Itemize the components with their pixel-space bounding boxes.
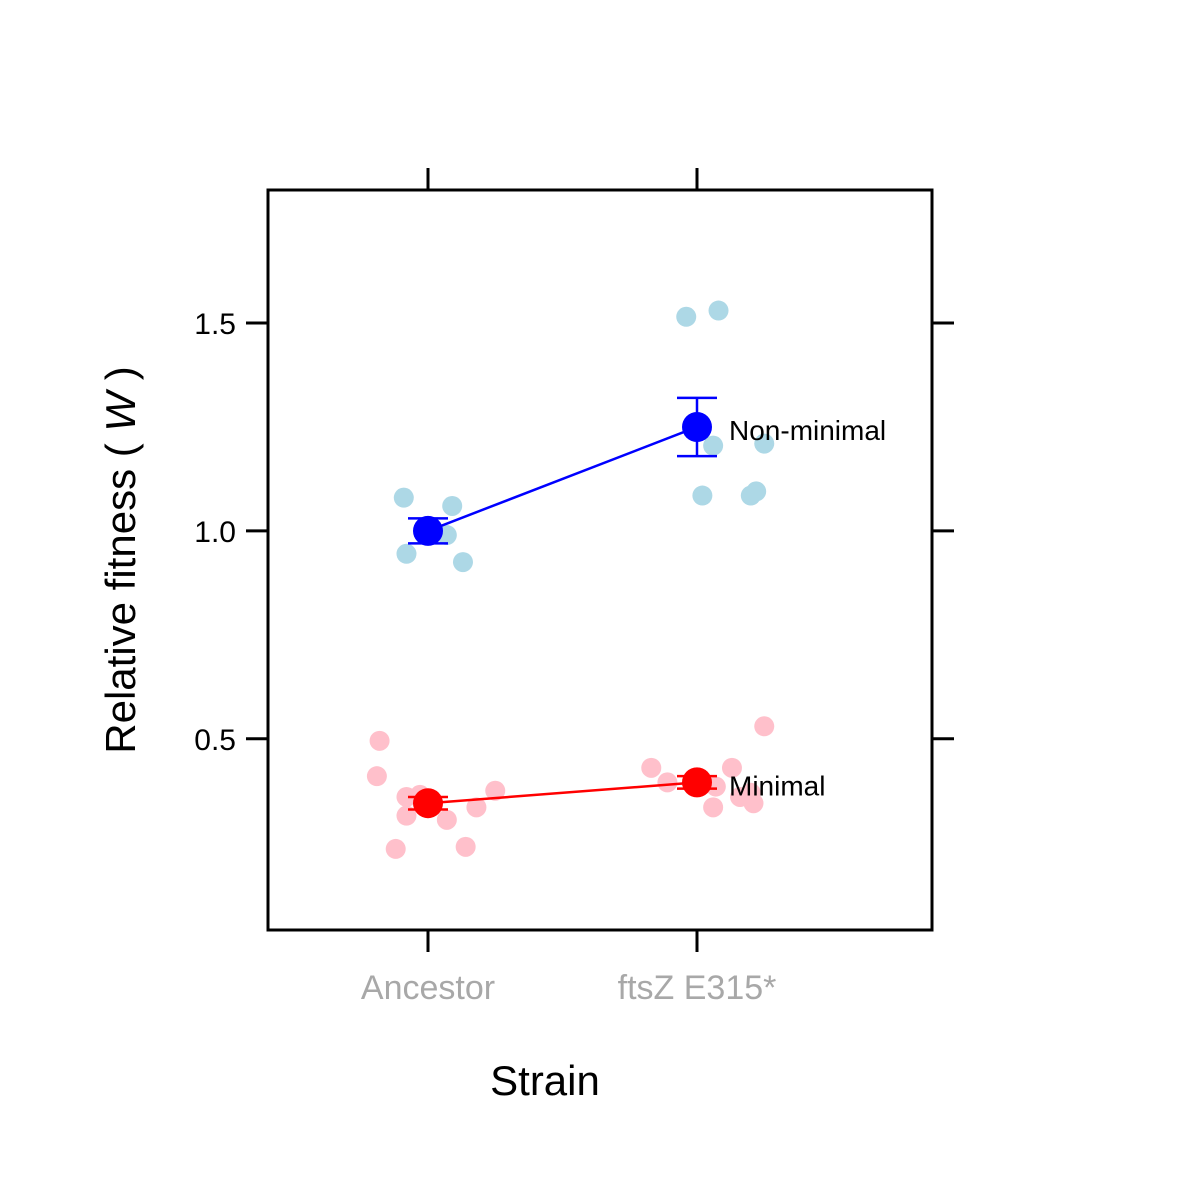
raw-point xyxy=(485,780,506,801)
raw-point xyxy=(703,435,724,456)
y-axis-title-symbol: W xyxy=(97,389,144,432)
raw-point xyxy=(754,716,775,737)
raw-point xyxy=(692,485,713,506)
raw-point xyxy=(708,300,729,321)
raw-point xyxy=(366,766,387,787)
y-tick-label: 0.5 xyxy=(194,724,236,757)
labels: Ancestor ftsZ E315* 0.5 1.0 1.5 Non-minimal Mi… xyxy=(194,308,886,1007)
axis-ticks xyxy=(246,168,954,952)
raw-point xyxy=(396,543,417,564)
raw-point xyxy=(754,433,775,454)
mean-points xyxy=(413,411,712,819)
raw-point xyxy=(641,757,662,778)
x-tick-label: Ancestor xyxy=(361,969,495,1007)
plot-frame xyxy=(266,188,934,932)
raw-point xyxy=(455,836,476,857)
mean-point xyxy=(413,788,443,819)
y-axis-title: Relative fitness ( W ) xyxy=(97,366,144,753)
raw-point xyxy=(746,481,767,502)
raw-point xyxy=(442,495,463,516)
series-line xyxy=(427,781,698,805)
series-label: Minimal xyxy=(729,770,825,801)
y-tick-label: 1.0 xyxy=(194,516,236,549)
series-label: Non-minimal xyxy=(729,415,886,446)
mean-point xyxy=(682,767,712,798)
raw-point xyxy=(369,730,390,751)
y-axis-title-suffix: ) xyxy=(97,366,144,392)
error-bars xyxy=(408,396,717,811)
raw-point xyxy=(436,809,457,830)
raw-point xyxy=(452,552,473,573)
raw-point xyxy=(393,487,414,508)
x-axis-title: Strain xyxy=(490,1057,600,1104)
y-tick-label: 1.5 xyxy=(194,308,236,341)
raw-point xyxy=(703,797,724,818)
y-axis-title-prefix: Relative fitness ( xyxy=(97,432,144,754)
raw-point xyxy=(721,757,742,778)
raw-point xyxy=(676,306,697,327)
series-line xyxy=(427,425,698,533)
mean-point xyxy=(413,515,443,546)
raw-point xyxy=(743,793,764,814)
raw-point xyxy=(657,772,678,793)
mean-point xyxy=(682,411,712,442)
raw-point xyxy=(466,797,487,818)
x-tick-label: ftsZ E315* xyxy=(618,969,777,1007)
series-lines xyxy=(427,425,698,805)
raw-point xyxy=(385,838,406,859)
